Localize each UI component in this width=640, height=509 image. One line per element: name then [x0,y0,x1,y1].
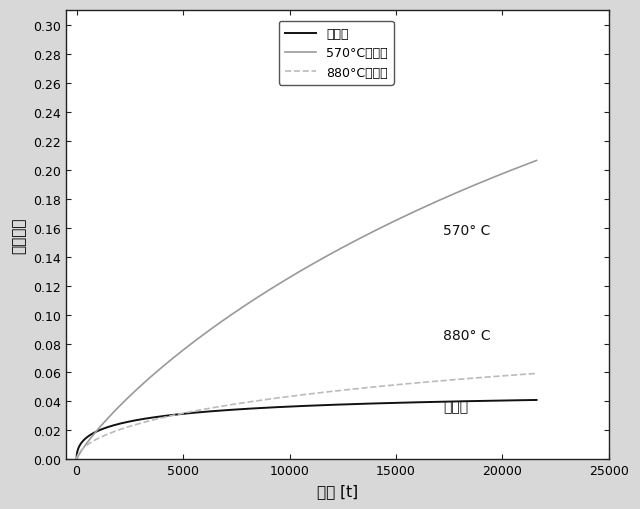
出発材 [73,457,81,463]
880°C焼結材 [503,373,511,379]
570°C焼結材 [351,239,358,245]
Line: 570°C焼結材: 570°C焼結材 [77,161,536,460]
880°C焼結材 [291,393,298,399]
Text: 出発材: 出発材 [443,399,468,413]
880°C焼結材 [402,381,410,387]
880°C焼結材 [368,384,376,390]
出発材 [503,398,511,404]
570°C焼結材 [503,169,511,176]
570°C焼結材 [291,272,298,278]
570°C焼結材 [532,158,540,164]
570°C焼結材 [188,341,195,347]
Text: 570° C: 570° C [443,224,490,238]
Legend: 出発材, 570°C焼結材, 880°C焼結材: 出発材, 570°C焼結材, 880°C焼結材 [278,22,394,86]
Line: 880°C焼結材: 880°C焼結材 [77,374,536,460]
出発材 [402,400,410,406]
出発材 [291,404,298,410]
Line: 出発材: 出発材 [77,400,536,460]
880°C焼結材 [351,386,358,392]
570°C焼結材 [402,213,410,219]
出発材 [351,401,358,407]
出発材 [532,397,540,403]
570°C焼結材 [73,457,81,463]
Text: 880° C: 880° C [443,328,490,342]
570°C焼結材 [368,230,376,236]
出発材 [188,410,195,416]
880°C焼結材 [188,409,195,415]
出発材 [368,401,376,407]
X-axis label: 時間 [t]: 時間 [t] [317,483,358,498]
880°C焼結材 [532,371,540,377]
Y-axis label: 真ひずみ: 真ひずみ [11,217,26,253]
880°C焼結材 [73,457,81,463]
